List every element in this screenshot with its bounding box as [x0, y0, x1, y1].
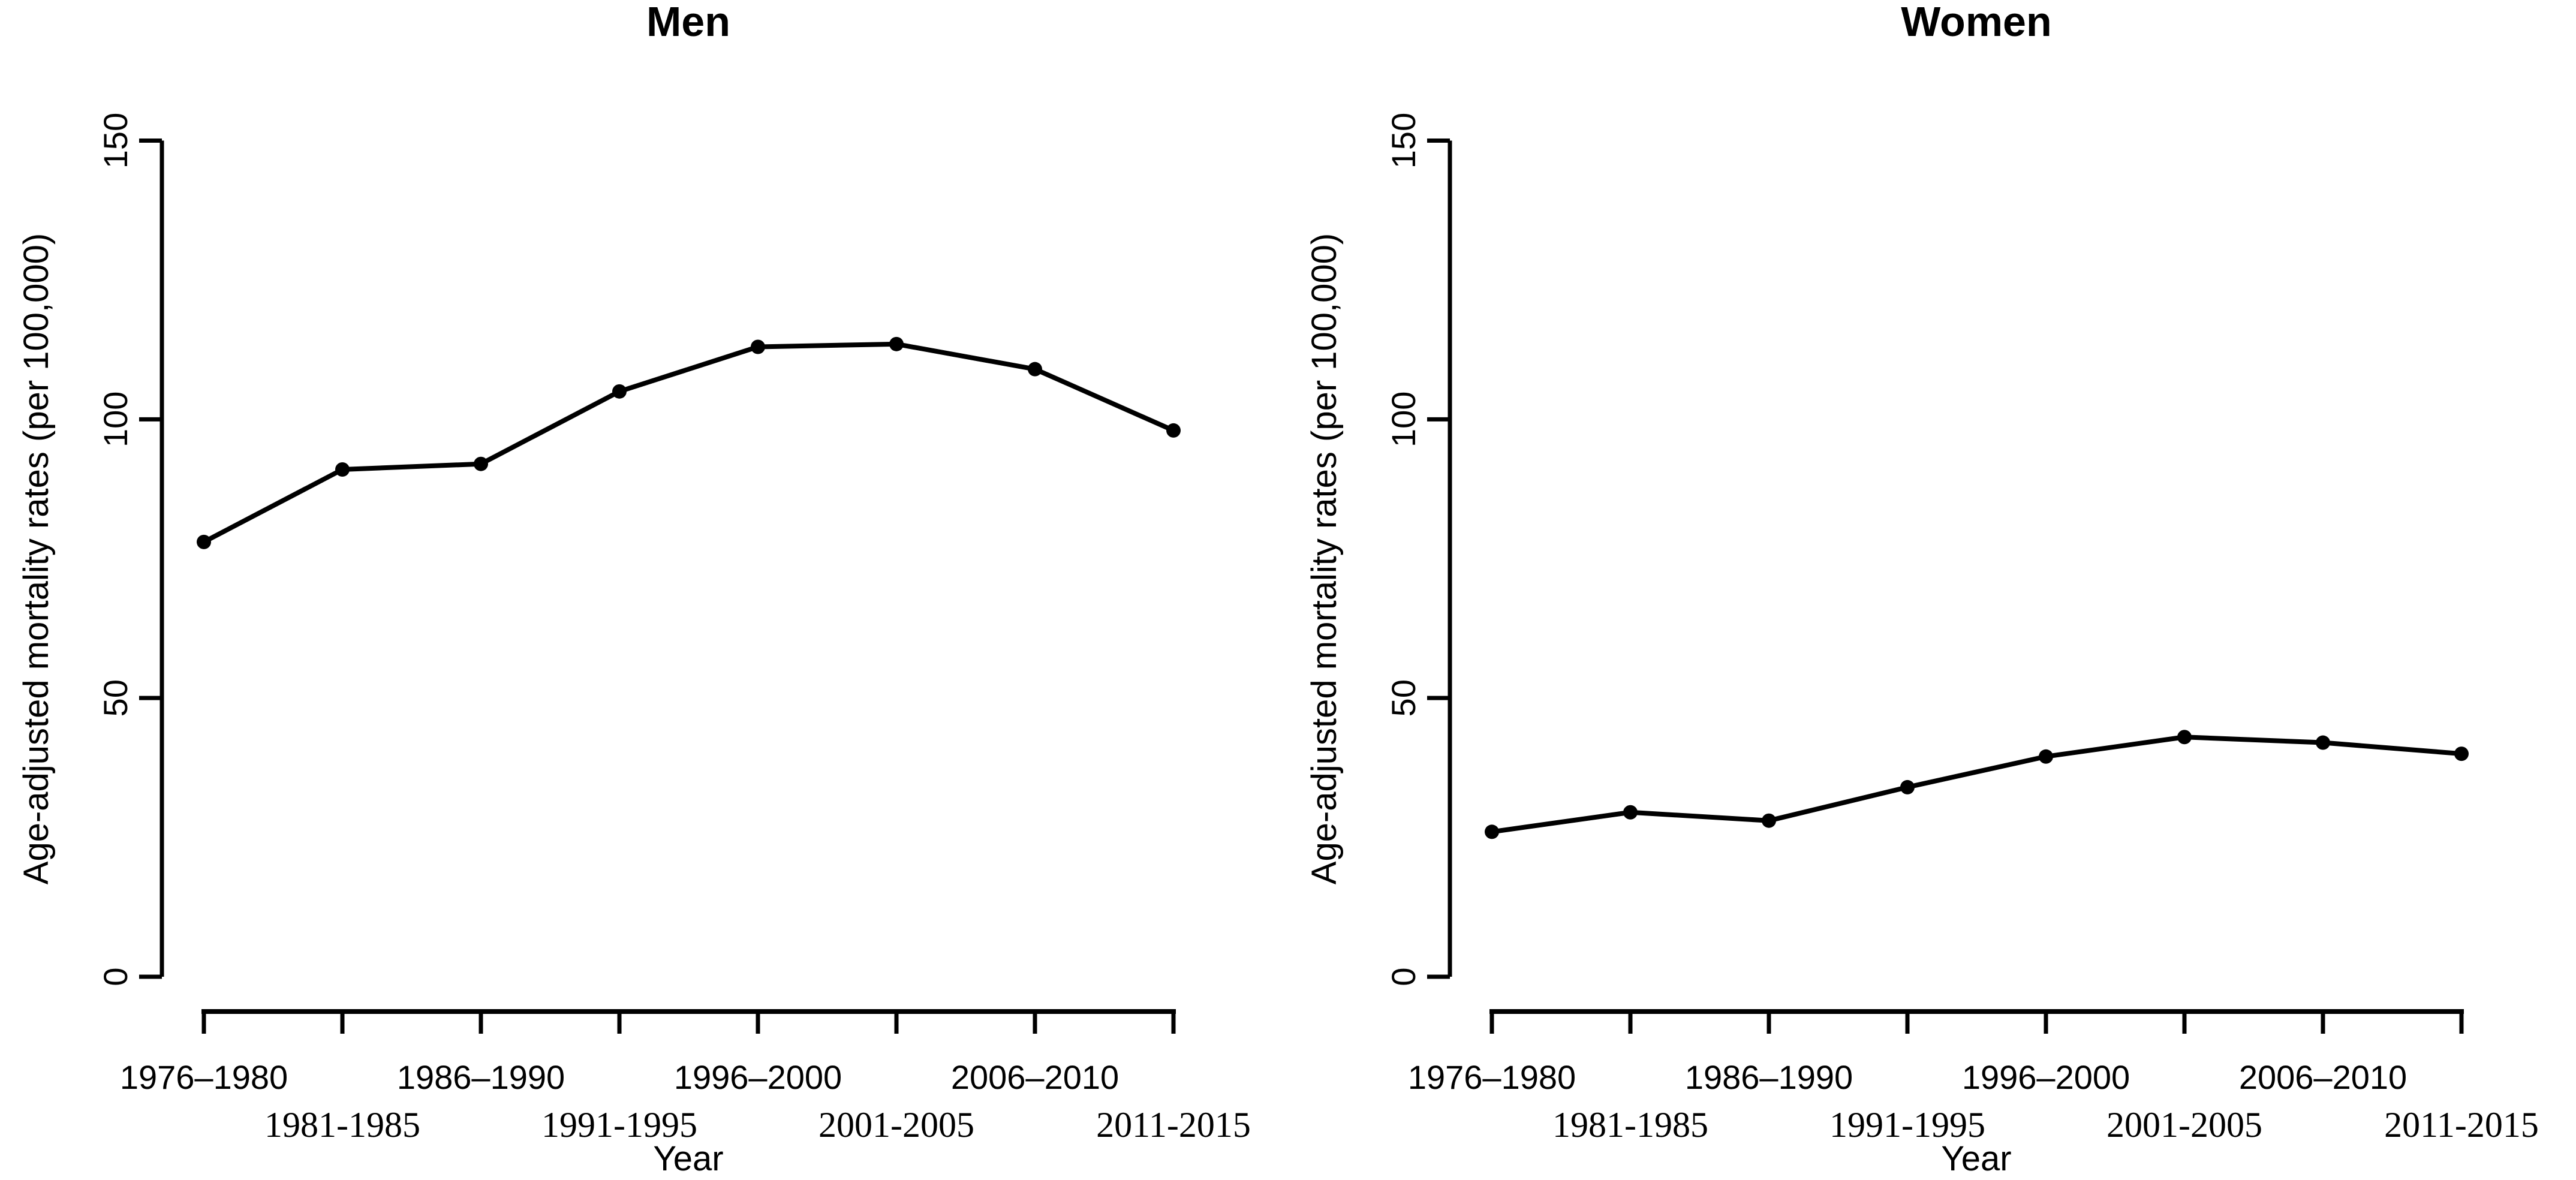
data-point: [889, 336, 904, 351]
x-axis-title: Year: [1941, 1139, 2011, 1177]
y-axis-title: Age-adjusted mortality rates (per 100,00…: [17, 233, 56, 884]
data-point: [197, 534, 211, 549]
women-chart: 0 50 100 150 1976–1980 1981-1985 1986–1990 1991…: [1305, 0, 2539, 1178]
x-tick-label: 1986–1990: [1685, 1058, 1853, 1096]
x-tick-label: 2011-2015: [2384, 1105, 2539, 1145]
men-plot-area: 0 50 100 150 1976–1980 1981-1985 1986–1990 1991…: [97, 113, 1251, 1145]
x-tick-label: 1981-1985: [264, 1105, 420, 1145]
y-axis-title: Age-adjusted mortality rates (per 100,00…: [1305, 233, 1344, 884]
panel-title: Women: [1901, 0, 2052, 45]
x-tick-label: 2006–2010: [951, 1058, 1119, 1096]
series-line: [1491, 735, 2462, 835]
women-plot-area: 0 50 100 150 1976–1980 1981-1985 1986–1990 1991…: [1385, 113, 2539, 1145]
y-tick-label: 150: [1385, 113, 1422, 168]
x-tick-label: 2001-2005: [818, 1105, 974, 1145]
y-tick-label: 0: [1385, 967, 1422, 986]
x-axis-title: Year: [653, 1139, 723, 1177]
data-point: [1485, 824, 1499, 839]
panel-title: Men: [646, 0, 730, 45]
data-point: [2177, 730, 2192, 745]
men-panel: 0 50 100 150 1976–1980 1981-1985 1986–1990 1991…: [0, 0, 1288, 1178]
data-point: [335, 462, 350, 477]
data-point: [1623, 805, 1638, 820]
x-tick-label: 1976–1980: [1408, 1058, 1576, 1096]
x-tick-label: 1996–2000: [1962, 1058, 2130, 1096]
data-point: [1028, 362, 1042, 377]
x-tick-label: 1986–1990: [397, 1058, 565, 1096]
y-tick-label: 100: [97, 392, 134, 447]
x-tick-label: 1976–1980: [120, 1058, 288, 1096]
data-point: [751, 339, 765, 354]
data-point: [2454, 746, 2469, 761]
x-tick-label: 1991-1995: [541, 1105, 697, 1145]
x-tick-label: 1996–2000: [674, 1058, 842, 1096]
y-tick-label: 150: [97, 113, 134, 168]
data-point: [1166, 423, 1181, 438]
data-point: [474, 456, 488, 471]
x-tick-label: 1981-1985: [1552, 1105, 1708, 1145]
data-point: [2316, 735, 2330, 750]
data-point: [1762, 813, 1776, 828]
y-tick-label: 50: [1385, 679, 1422, 717]
x-tick-label: 1991-1995: [1829, 1105, 1985, 1145]
y-tick-label: 50: [97, 679, 134, 717]
men-chart: 0 50 100 150 1976–1980 1981-1985 1986–1990 1991…: [17, 0, 1251, 1178]
data-point: [2039, 749, 2053, 764]
data-point: [1900, 779, 1915, 794]
data-point: [612, 384, 627, 399]
y-tick-label: 0: [97, 967, 134, 986]
y-tick-label: 100: [1385, 392, 1422, 447]
x-tick-label: 2011-2015: [1096, 1105, 1251, 1145]
series-line: [203, 341, 1175, 544]
x-tick-label: 2006–2010: [2239, 1058, 2407, 1096]
women-panel: 0 50 100 150 1976–1980 1981-1985 1986–1990 1991…: [1288, 0, 2576, 1178]
x-tick-label: 2001-2005: [2106, 1105, 2262, 1145]
